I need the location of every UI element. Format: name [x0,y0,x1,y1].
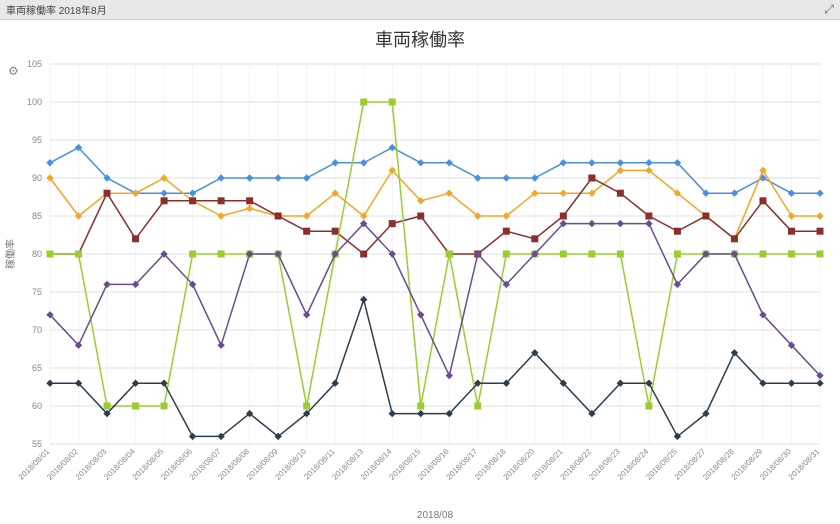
gear-icon[interactable]: ⚙ [8,64,19,78]
svg-text:90: 90 [32,173,42,183]
svg-text:70: 70 [32,325,42,335]
window-title: 車両稼働率 2018年8月 [6,2,107,17]
svg-text:85: 85 [32,211,42,221]
svg-text:75: 75 [32,287,42,297]
chart-title: 車両稼働率 [0,20,840,54]
chart-area: ⚙ 5560657075808590951001052018/08/012018… [0,54,840,524]
svg-text:100: 100 [27,97,42,107]
line-chart: 5560657075808590951001052018/08/012018/0… [0,54,840,524]
titlebar: 車両稼働率 2018年8月 ⤢ [0,0,840,20]
svg-text:65: 65 [32,363,42,373]
svg-text:2018/08/31: 2018/08/31 [787,447,822,482]
svg-text:稼働率: 稼働率 [4,239,17,269]
svg-text:105: 105 [27,59,42,69]
expand-icon[interactable]: ⤢ [824,2,834,17]
svg-text:80: 80 [32,249,42,259]
window: 車両稼働率 2018年8月 ⤢ 車両稼働率 ⚙ 55 60 65 70 75 80 85 90… [0,0,840,520]
svg-text:95: 95 [32,135,42,145]
svg-text:2018/08: 2018/08 [417,510,454,521]
svg-text:55: 55 [32,439,42,449]
svg-text:60: 60 [32,401,42,411]
